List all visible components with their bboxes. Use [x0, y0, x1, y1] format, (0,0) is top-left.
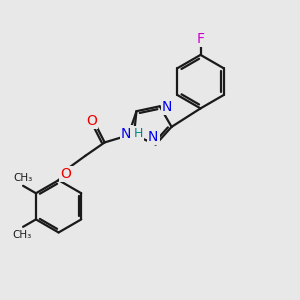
Text: CH₃: CH₃ — [13, 230, 32, 240]
Text: O: O — [86, 114, 97, 128]
Text: H: H — [134, 127, 143, 140]
Text: N: N — [162, 100, 172, 114]
Text: F: F — [196, 32, 205, 46]
Text: O: O — [61, 167, 71, 181]
Text: S: S — [123, 126, 132, 140]
Text: CH₃: CH₃ — [14, 173, 33, 183]
Text: N: N — [121, 127, 131, 140]
Text: N: N — [148, 130, 158, 144]
